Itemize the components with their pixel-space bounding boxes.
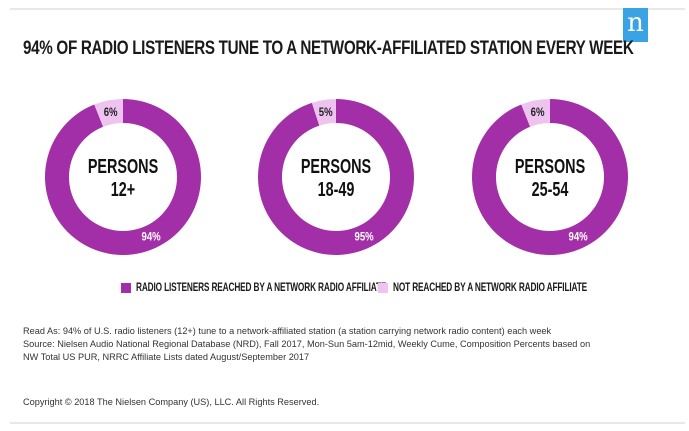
source-note-line1: Source: Nielsen Audio National Regional … — [23, 338, 591, 349]
chart-title: 94% OF RADIO LISTENERS TUNE TO A NETWORK… — [23, 37, 634, 59]
nielsen-logo: n — [623, 8, 648, 42]
donut-center-label: PERSONS — [301, 155, 371, 178]
top-divider — [10, 8, 685, 10]
slice-label-reached: 94% — [568, 231, 588, 244]
slice-label-reached: 94% — [141, 231, 161, 244]
donut-center-sublabel: 18-49 — [318, 178, 355, 201]
slice-label-not-reached: 6% — [104, 106, 118, 119]
slice-label-not-reached: 5% — [319, 106, 333, 119]
donut-center-label: PERSONS — [515, 155, 585, 178]
legend-item-not-reached: NOT REACHED BY A NETWORK RADIO AFFILIATE — [378, 282, 662, 294]
slice-not-reached — [311, 99, 336, 126]
slice-not-reached — [521, 99, 550, 127]
source-note-line2: NW Total US PUR, NRRC Affiliate Lists da… — [23, 351, 310, 362]
slice-reached — [44, 99, 201, 255]
slice-reached — [471, 99, 628, 255]
chart-legend: RADIO LISTENERS REACHED BY A NETWORK RAD… — [0, 282, 689, 296]
legend-label-reached: RADIO LISTENERS REACHED BY A NETWORK RAD… — [136, 282, 387, 294]
chart-notes: Read As: 94% of U.S. radio listeners (12… — [23, 325, 673, 363]
donut-center-label: PERSONS — [88, 155, 158, 178]
copyright-notice: Copyright © 2018 The Nielsen Company (US… — [23, 397, 320, 407]
donut-center-sublabel: 12+ — [111, 178, 135, 201]
donut-center-sublabel: 25-54 — [532, 178, 569, 201]
legend-item-reached: RADIO LISTENERS REACHED BY A NETWORK RAD… — [121, 282, 484, 294]
read-as-note: Read As: 94% of U.S. radio listeners (12… — [23, 326, 552, 336]
slice-not-reached — [94, 99, 123, 127]
slice-label-reached: 95% — [354, 231, 374, 244]
slice-label-not-reached: 6% — [531, 106, 545, 119]
slice-reached — [257, 99, 414, 255]
bottom-divider — [10, 422, 685, 424]
legend-label-not-reached: NOT REACHED BY A NETWORK RADIO AFFILIATE — [393, 282, 588, 294]
legend-swatch-reached — [121, 283, 131, 293]
legend-swatch-not-reached — [378, 283, 388, 293]
